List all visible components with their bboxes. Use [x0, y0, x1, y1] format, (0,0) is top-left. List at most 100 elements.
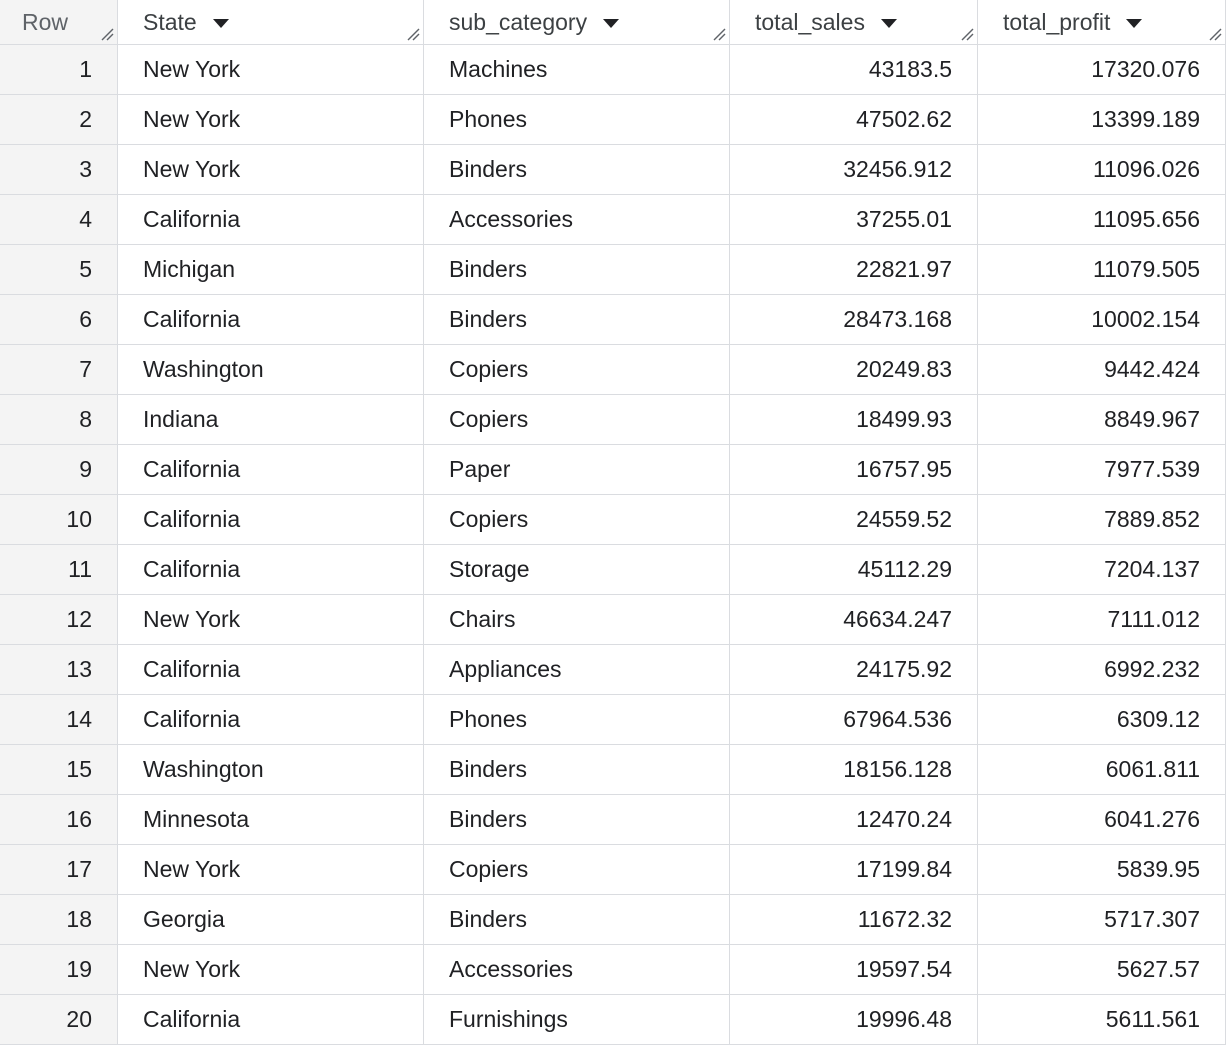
- sub-category-cell[interactable]: Appliances: [424, 645, 730, 694]
- total-sales-cell[interactable]: 32456.912: [730, 145, 978, 194]
- sub-category-cell[interactable]: Chairs: [424, 595, 730, 644]
- sub-category-cell[interactable]: Paper: [424, 445, 730, 494]
- table-row[interactable]: 13 California Appliances 24175.92 6992.232: [0, 645, 1226, 695]
- total-sales-cell[interactable]: 11672.32: [730, 895, 978, 944]
- row-number-cell[interactable]: 1: [0, 45, 118, 94]
- row-number-cell[interactable]: 8: [0, 395, 118, 444]
- total-profit-cell[interactable]: 13399.189: [978, 95, 1226, 144]
- total-sales-cell[interactable]: 46634.247: [730, 595, 978, 644]
- table-row[interactable]: 1 New York Machines 43183.5 17320.076: [0, 45, 1226, 95]
- total-sales-cell[interactable]: 45112.29: [730, 545, 978, 594]
- row-number-cell[interactable]: 17: [0, 845, 118, 894]
- sub-category-cell[interactable]: Copiers: [424, 495, 730, 544]
- state-cell[interactable]: Michigan: [118, 245, 424, 294]
- row-number-cell[interactable]: 9: [0, 445, 118, 494]
- table-row[interactable]: 17 New York Copiers 17199.84 5839.95: [0, 845, 1226, 895]
- column-resize-icon[interactable]: [960, 27, 974, 41]
- table-row[interactable]: 5 Michigan Binders 22821.97 11079.505: [0, 245, 1226, 295]
- table-row[interactable]: 15 Washington Binders 18156.128 6061.811: [0, 745, 1226, 795]
- total-sales-cell[interactable]: 24559.52: [730, 495, 978, 544]
- state-cell[interactable]: New York: [118, 95, 424, 144]
- total-sales-cell[interactable]: 24175.92: [730, 645, 978, 694]
- column-resize-icon[interactable]: [1208, 27, 1222, 41]
- table-row[interactable]: 2 New York Phones 47502.62 13399.189: [0, 95, 1226, 145]
- state-cell[interactable]: California: [118, 295, 424, 344]
- row-number-cell[interactable]: 6: [0, 295, 118, 344]
- table-row[interactable]: 4 California Accessories 37255.01 11095.656: [0, 195, 1226, 245]
- state-cell[interactable]: New York: [118, 595, 424, 644]
- column-header-total-profit[interactable]: total_profit: [978, 0, 1226, 44]
- total-profit-cell[interactable]: 9442.424: [978, 345, 1226, 394]
- total-profit-cell[interactable]: 8849.967: [978, 395, 1226, 444]
- state-cell[interactable]: California: [118, 195, 424, 244]
- state-cell[interactable]: Indiana: [118, 395, 424, 444]
- sub-category-cell[interactable]: Storage: [424, 545, 730, 594]
- row-number-cell[interactable]: 18: [0, 895, 118, 944]
- total-sales-cell[interactable]: 19996.48: [730, 995, 978, 1044]
- sub-category-cell[interactable]: Accessories: [424, 195, 730, 244]
- column-resize-icon[interactable]: [712, 27, 726, 41]
- state-cell[interactable]: Washington: [118, 745, 424, 794]
- sub-category-cell[interactable]: Copiers: [424, 845, 730, 894]
- total-profit-cell[interactable]: 5717.307: [978, 895, 1226, 944]
- sub-category-cell[interactable]: Furnishings: [424, 995, 730, 1044]
- total-profit-cell[interactable]: 11095.656: [978, 195, 1226, 244]
- table-row[interactable]: 20 California Furnishings 19996.48 5611.561: [0, 995, 1226, 1045]
- total-sales-cell[interactable]: 17199.84: [730, 845, 978, 894]
- sort-dropdown-icon[interactable]: [1126, 18, 1143, 28]
- table-row[interactable]: 16 Minnesota Binders 12470.24 6041.276: [0, 795, 1226, 845]
- sub-category-cell[interactable]: Accessories: [424, 945, 730, 994]
- row-number-cell[interactable]: 3: [0, 145, 118, 194]
- total-profit-cell[interactable]: 5839.95: [978, 845, 1226, 894]
- total-profit-cell[interactable]: 6992.232: [978, 645, 1226, 694]
- sort-dropdown-icon[interactable]: [880, 18, 897, 28]
- total-profit-cell[interactable]: 17320.076: [978, 45, 1226, 94]
- row-number-cell[interactable]: 5: [0, 245, 118, 294]
- row-number-cell[interactable]: 11: [0, 545, 118, 594]
- state-cell[interactable]: New York: [118, 45, 424, 94]
- table-row[interactable]: 10 California Copiers 24559.52 7889.852: [0, 495, 1226, 545]
- total-sales-cell[interactable]: 67964.536: [730, 695, 978, 744]
- row-number-cell[interactable]: 20: [0, 995, 118, 1044]
- sub-category-cell[interactable]: Binders: [424, 795, 730, 844]
- sub-category-cell[interactable]: Binders: [424, 245, 730, 294]
- sub-category-cell[interactable]: Binders: [424, 145, 730, 194]
- sub-category-cell[interactable]: Copiers: [424, 395, 730, 444]
- total-profit-cell[interactable]: 6061.811: [978, 745, 1226, 794]
- state-cell[interactable]: California: [118, 695, 424, 744]
- total-profit-cell[interactable]: 6041.276: [978, 795, 1226, 844]
- table-row[interactable]: 18 Georgia Binders 11672.32 5717.307: [0, 895, 1226, 945]
- total-sales-cell[interactable]: 18156.128: [730, 745, 978, 794]
- total-sales-cell[interactable]: 43183.5: [730, 45, 978, 94]
- sub-category-cell[interactable]: Copiers: [424, 345, 730, 394]
- total-profit-cell[interactable]: 6309.12: [978, 695, 1226, 744]
- table-row[interactable]: 6 California Binders 28473.168 10002.154: [0, 295, 1226, 345]
- sub-category-cell[interactable]: Binders: [424, 745, 730, 794]
- table-row[interactable]: 11 California Storage 45112.29 7204.137: [0, 545, 1226, 595]
- total-sales-cell[interactable]: 20249.83: [730, 345, 978, 394]
- state-cell[interactable]: California: [118, 445, 424, 494]
- column-resize-icon[interactable]: [100, 27, 114, 41]
- table-row[interactable]: 9 California Paper 16757.95 7977.539: [0, 445, 1226, 495]
- total-sales-cell[interactable]: 12470.24: [730, 795, 978, 844]
- column-header-total-sales[interactable]: total_sales: [730, 0, 978, 44]
- total-profit-cell[interactable]: 7204.137: [978, 545, 1226, 594]
- sort-dropdown-icon[interactable]: [212, 18, 229, 28]
- sub-category-cell[interactable]: Phones: [424, 695, 730, 744]
- state-cell[interactable]: California: [118, 995, 424, 1044]
- total-profit-cell[interactable]: 7111.012: [978, 595, 1226, 644]
- column-resize-icon[interactable]: [406, 27, 420, 41]
- sort-dropdown-icon[interactable]: [603, 18, 620, 28]
- column-header-row[interactable]: Row: [0, 0, 118, 44]
- row-number-cell[interactable]: 13: [0, 645, 118, 694]
- total-sales-cell[interactable]: 19597.54: [730, 945, 978, 994]
- table-row[interactable]: 8 Indiana Copiers 18499.93 8849.967: [0, 395, 1226, 445]
- total-profit-cell[interactable]: 10002.154: [978, 295, 1226, 344]
- column-header-state[interactable]: State: [118, 0, 424, 44]
- row-number-cell[interactable]: 10: [0, 495, 118, 544]
- row-number-cell[interactable]: 7: [0, 345, 118, 394]
- sub-category-cell[interactable]: Phones: [424, 95, 730, 144]
- sub-category-cell[interactable]: Binders: [424, 295, 730, 344]
- total-profit-cell[interactable]: 7977.539: [978, 445, 1226, 494]
- total-sales-cell[interactable]: 18499.93: [730, 395, 978, 444]
